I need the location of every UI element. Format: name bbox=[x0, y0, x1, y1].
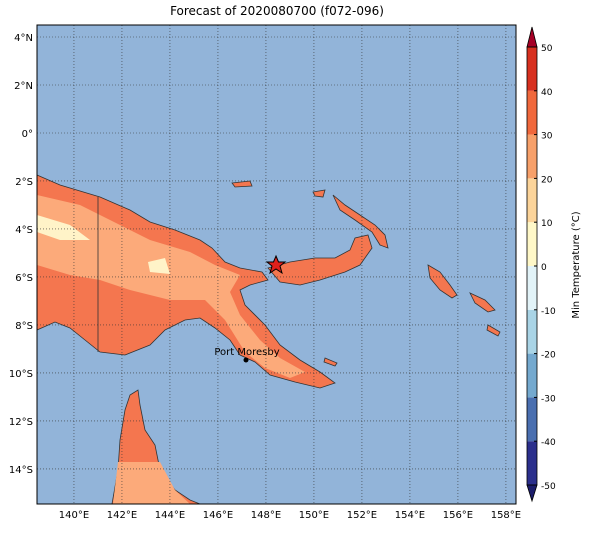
y-tick-label: 4°N bbox=[14, 33, 33, 44]
x-tick-label: 152°E bbox=[347, 510, 377, 521]
star-marker bbox=[265, 254, 287, 275]
new-britain bbox=[267, 234, 373, 286]
y-tick-label: 8°S bbox=[15, 321, 33, 332]
island bbox=[427, 264, 458, 299]
x-tick-label: 148°E bbox=[251, 510, 281, 521]
colorbar-segment bbox=[527, 134, 537, 179]
x-tick-label: 158°E bbox=[491, 510, 521, 521]
graticule bbox=[37, 25, 516, 504]
colorbar: -50 -40 -30 -20 -10 0 10 20 30 40 50 bbox=[526, 26, 556, 503]
temperature-band bbox=[113, 462, 190, 504]
island bbox=[486, 324, 501, 337]
x-tick-label: 144°E bbox=[155, 510, 185, 521]
colorbar-segment bbox=[527, 90, 537, 135]
new-ireland bbox=[332, 194, 389, 249]
colorbar-extend bbox=[526, 26, 538, 48]
colorbar-tick-label: -10 bbox=[541, 307, 556, 317]
city-dot bbox=[243, 357, 249, 363]
y-tick-label: 4°S bbox=[15, 225, 33, 236]
x-tick-label: 142°E bbox=[107, 510, 137, 521]
colorbar-segment bbox=[527, 222, 537, 266]
colorbar-tick-label: -20 bbox=[541, 351, 556, 361]
colorbar-segment bbox=[527, 397, 537, 442]
colorbar-segment bbox=[527, 266, 537, 310]
colorbar-segment bbox=[527, 178, 537, 223]
colorbar-segment bbox=[527, 309, 537, 354]
land bbox=[36, 174, 501, 505]
map-frame bbox=[36, 24, 517, 505]
colorbar-tick-label: 30 bbox=[541, 132, 553, 142]
x-tick-label: 156°E bbox=[443, 510, 473, 521]
colorbar-tick-label: 0 bbox=[541, 263, 547, 273]
colorbar-tick-label: 40 bbox=[541, 88, 553, 98]
x-tick-label: 154°E bbox=[395, 510, 425, 521]
colorbar-tick-label: 10 bbox=[541, 219, 553, 229]
temperature-band bbox=[37, 215, 90, 240]
city-label: Port Moresby bbox=[214, 347, 279, 358]
colorbar-tick-label: -40 bbox=[541, 438, 556, 448]
temperature-band bbox=[148, 258, 170, 274]
y-tick-label: 10°S bbox=[9, 369, 33, 380]
colorbar-tick-label: 20 bbox=[541, 175, 553, 185]
x-tick-label: 146°E bbox=[203, 510, 233, 521]
colorbar-tick-label: 50 bbox=[541, 44, 553, 54]
y-tick-label: 14°S bbox=[9, 465, 33, 476]
colorbar-segment bbox=[527, 47, 537, 91]
island bbox=[231, 180, 253, 188]
y-tick-label: 6°S bbox=[15, 273, 33, 284]
island bbox=[469, 292, 496, 313]
colorbar-segment bbox=[527, 441, 537, 485]
y-tick-label: 0° bbox=[22, 129, 33, 140]
island bbox=[323, 357, 338, 367]
colorbar-tick-label: -30 bbox=[541, 394, 556, 404]
temperature-band bbox=[37, 195, 305, 378]
x-tick-label: 140°E bbox=[59, 510, 89, 521]
x-tick-label: 150°E bbox=[299, 510, 329, 521]
colorbar-extend bbox=[526, 484, 538, 503]
colorbar-label: Min Temperature (°C) bbox=[571, 211, 582, 318]
island bbox=[312, 189, 326, 198]
colorbar-tick-label: -50 bbox=[541, 482, 556, 492]
map-title: Forecast of 2020080700 (f072-096) bbox=[170, 4, 384, 18]
y-tick-label: 2°S bbox=[15, 177, 33, 188]
y-tick-label: 12°S bbox=[9, 417, 33, 428]
y-tick-label: 2°N bbox=[14, 81, 33, 92]
colorbar-segment bbox=[527, 353, 537, 398]
